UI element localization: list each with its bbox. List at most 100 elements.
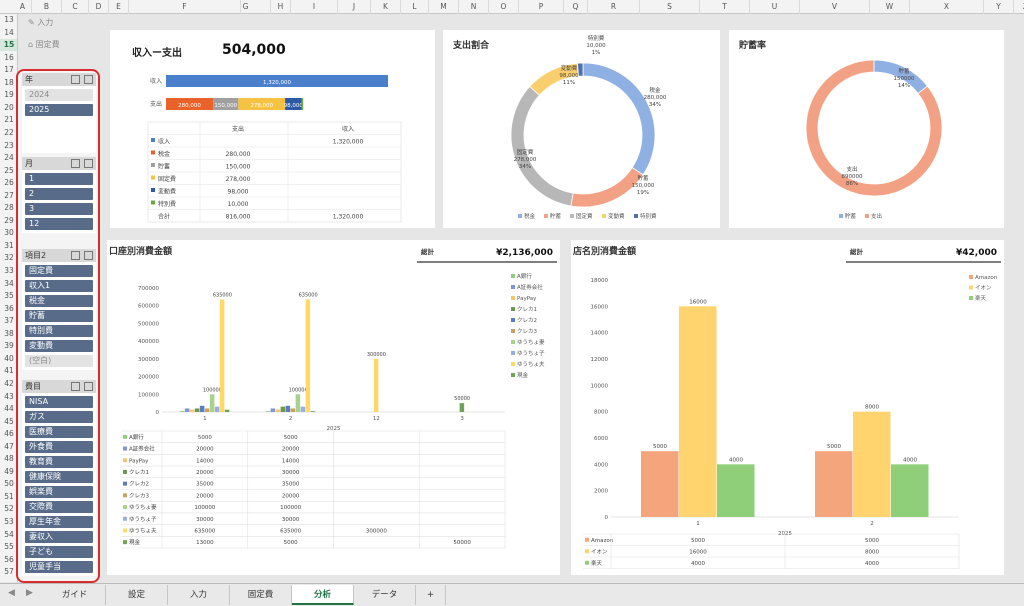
slicer-item-item2[interactable]: 変動費 xyxy=(25,340,93,352)
row-header-18[interactable]: 18 xyxy=(4,77,14,87)
column-header-M[interactable]: M xyxy=(429,0,459,14)
row-header-34[interactable]: 34 xyxy=(4,278,14,288)
column-header-K[interactable]: K xyxy=(371,0,401,14)
slicer-item-expense[interactable]: ガス xyxy=(25,411,93,423)
row-header-45[interactable]: 45 xyxy=(4,416,14,426)
sheet-tab-ガイド[interactable]: ガイド xyxy=(44,585,106,605)
row-header-56[interactable]: 56 xyxy=(4,554,14,564)
row-header-41[interactable]: 41 xyxy=(4,366,14,376)
row-header-37[interactable]: 37 xyxy=(4,316,14,326)
clear-filter-icon[interactable] xyxy=(84,75,93,84)
column-header-V[interactable]: V xyxy=(800,0,870,14)
slicer-item-year-2024[interactable]: 2024 xyxy=(25,89,93,101)
column-header-J[interactable]: J xyxy=(338,0,371,14)
row-header-24[interactable]: 24 xyxy=(4,153,14,163)
column-header-R[interactable]: R xyxy=(588,0,640,14)
sheet-tab-設定[interactable]: 設定 xyxy=(106,585,168,605)
slicer-item-month-2[interactable]: 2 xyxy=(25,188,93,200)
slicer-item-month-12[interactable]: 12 xyxy=(25,218,93,230)
column-header-C[interactable]: C xyxy=(62,0,89,14)
row-header-39[interactable]: 39 xyxy=(4,341,14,351)
row-header-55[interactable]: 55 xyxy=(4,542,14,552)
row-header-17[interactable]: 17 xyxy=(4,65,14,75)
slicer-item-expense[interactable]: 医療費 xyxy=(25,426,93,438)
multi-select-icon[interactable] xyxy=(71,251,80,260)
row-header-13[interactable]: 13 xyxy=(4,15,14,24)
row-header-40[interactable]: 40 xyxy=(4,353,14,363)
slicer-item-blank[interactable]: (空白) xyxy=(25,355,93,367)
nav-fixed-button[interactable]: ⌂ 固定費 xyxy=(28,39,60,50)
nav-input-button[interactable]: ✎ 入力 xyxy=(28,17,53,28)
clear-filter-icon[interactable] xyxy=(84,382,93,391)
sheet-tab-データ[interactable]: データ xyxy=(354,585,416,605)
slicer-item-expense[interactable]: 児童手当 xyxy=(25,561,93,573)
multi-select-icon[interactable] xyxy=(71,75,80,84)
row-header-21[interactable]: 21 xyxy=(4,115,14,125)
column-header-Q[interactable]: Q xyxy=(564,0,588,14)
row-header-51[interactable]: 51 xyxy=(4,491,14,501)
tab-scroll-right-icon[interactable]: ▶ xyxy=(26,588,33,598)
row-header-23[interactable]: 23 xyxy=(4,140,14,150)
sheet-tab-分析[interactable]: 分析 xyxy=(292,585,354,605)
column-header-N[interactable]: N xyxy=(459,0,489,14)
column-header-A[interactable]: A xyxy=(14,0,32,14)
row-header-14[interactable]: 14 xyxy=(4,27,14,37)
row-header-19[interactable]: 19 xyxy=(4,90,14,100)
slicer-item-expense[interactable]: 交際費 xyxy=(25,501,93,513)
slicer-item-expense[interactable]: 健康保険 xyxy=(25,471,93,483)
clear-filter-icon[interactable] xyxy=(84,251,93,260)
column-header-I[interactable]: I xyxy=(291,0,338,14)
slicer-item-expense[interactable]: 厚生年金 xyxy=(25,516,93,528)
row-header-32[interactable]: 32 xyxy=(4,253,14,263)
column-header-O[interactable]: O xyxy=(489,0,519,14)
column-header-W[interactable]: W xyxy=(870,0,910,14)
row-header-50[interactable]: 50 xyxy=(4,479,14,489)
row-header-47[interactable]: 47 xyxy=(4,441,14,451)
sheet-tab-固定費[interactable]: 固定費 xyxy=(230,585,292,605)
slicer-item-expense[interactable]: 子ども xyxy=(25,546,93,558)
row-header-31[interactable]: 31 xyxy=(4,240,14,250)
row-header-26[interactable]: 26 xyxy=(4,178,14,188)
row-header-54[interactable]: 54 xyxy=(4,529,14,539)
column-header-S[interactable]: S xyxy=(640,0,700,14)
row-header-29[interactable]: 29 xyxy=(4,215,14,225)
row-header-16[interactable]: 16 xyxy=(4,52,14,62)
row-header-49[interactable]: 49 xyxy=(4,466,14,476)
row-header-42[interactable]: 42 xyxy=(4,378,14,388)
tab-scroll-left-icon[interactable]: ◀ xyxy=(8,588,15,598)
slicer-item-item2[interactable]: 特別費 xyxy=(25,325,93,337)
slicer-item-item2[interactable]: 税金 xyxy=(25,295,93,307)
slicer-item-item2[interactable]: 固定費 xyxy=(25,265,93,277)
slicer-item-expense[interactable]: 娯楽費 xyxy=(25,486,93,498)
row-header-15[interactable]: 15 xyxy=(0,39,17,52)
sheet-tab-入力[interactable]: 入力 xyxy=(168,585,230,605)
column-header-E[interactable]: E xyxy=(109,0,129,14)
row-header-25[interactable]: 25 xyxy=(4,165,14,175)
row-header-35[interactable]: 35 xyxy=(4,291,14,301)
row-header-27[interactable]: 27 xyxy=(4,190,14,200)
column-header-B[interactable]: B xyxy=(32,0,62,14)
column-header-G[interactable]: G xyxy=(221,0,271,14)
row-header-30[interactable]: 30 xyxy=(4,228,14,238)
column-header-D[interactable]: D xyxy=(89,0,109,14)
multi-select-icon[interactable] xyxy=(71,382,80,391)
row-header-22[interactable]: 22 xyxy=(4,127,14,137)
column-header-Z[interactable]: Z xyxy=(1014,0,1024,14)
row-header-44[interactable]: 44 xyxy=(4,404,14,414)
row-header-53[interactable]: 53 xyxy=(4,517,14,526)
row-header-43[interactable]: 43 xyxy=(4,391,14,401)
row-header-38[interactable]: 38 xyxy=(4,328,14,338)
row-header-28[interactable]: 28 xyxy=(4,203,14,213)
column-header-T[interactable]: T xyxy=(700,0,750,14)
slicer-item-expense[interactable]: 妻収入 xyxy=(25,531,93,543)
slicer-item-expense[interactable]: 外食費 xyxy=(25,441,93,453)
row-header-46[interactable]: 46 xyxy=(4,429,14,439)
column-header-P[interactable]: P xyxy=(519,0,564,14)
slicer-item-year-2025[interactable]: 2025 xyxy=(25,104,93,116)
slicer-item-month-1[interactable]: 1 xyxy=(25,173,93,185)
column-header-L[interactable]: L xyxy=(401,0,429,14)
column-header-X[interactable]: X xyxy=(910,0,984,14)
row-header-48[interactable]: 48 xyxy=(4,454,14,464)
slicer-item-expense[interactable]: 教育費 xyxy=(25,456,93,468)
slicer-item-item2[interactable]: 収入1 xyxy=(25,280,93,292)
